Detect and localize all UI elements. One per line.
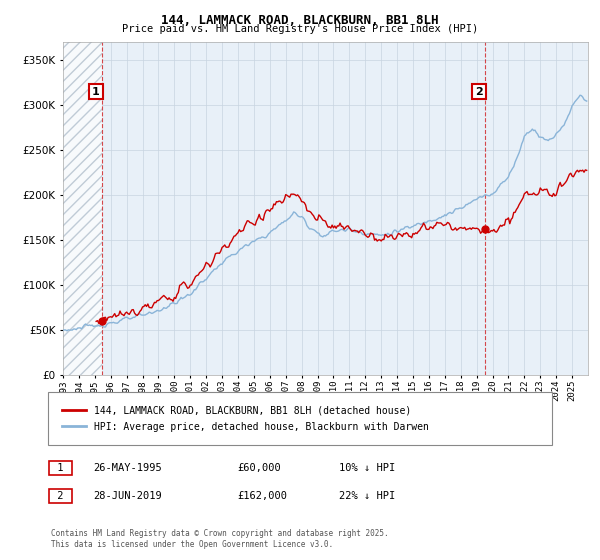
Text: 2: 2	[475, 87, 483, 96]
FancyBboxPatch shape	[48, 392, 552, 445]
Bar	[63, 42, 101, 375]
Legend: 144, LAMMACK ROAD, BLACKBURN, BB1 8LH (detached house), HPI: Average price, deta: 144, LAMMACK ROAD, BLACKBURN, BB1 8LH (d…	[58, 402, 433, 436]
Text: 144, LAMMACK ROAD, BLACKBURN, BB1 8LH: 144, LAMMACK ROAD, BLACKBURN, BB1 8LH	[161, 14, 439, 27]
Text: 22% ↓ HPI: 22% ↓ HPI	[339, 491, 395, 501]
Text: 28-JUN-2019: 28-JUN-2019	[93, 491, 162, 501]
Text: 26-MAY-1995: 26-MAY-1995	[93, 463, 162, 473]
Text: 1: 1	[92, 87, 100, 96]
Text: £162,000: £162,000	[237, 491, 287, 501]
Text: £60,000: £60,000	[237, 463, 281, 473]
Text: 1: 1	[51, 463, 70, 473]
Text: Price paid vs. HM Land Registry's House Price Index (HPI): Price paid vs. HM Land Registry's House …	[122, 24, 478, 34]
Text: 10% ↓ HPI: 10% ↓ HPI	[339, 463, 395, 473]
Text: Contains HM Land Registry data © Crown copyright and database right 2025.
This d: Contains HM Land Registry data © Crown c…	[51, 529, 389, 549]
Text: 2: 2	[51, 491, 70, 501]
Bar	[63, 42, 101, 375]
